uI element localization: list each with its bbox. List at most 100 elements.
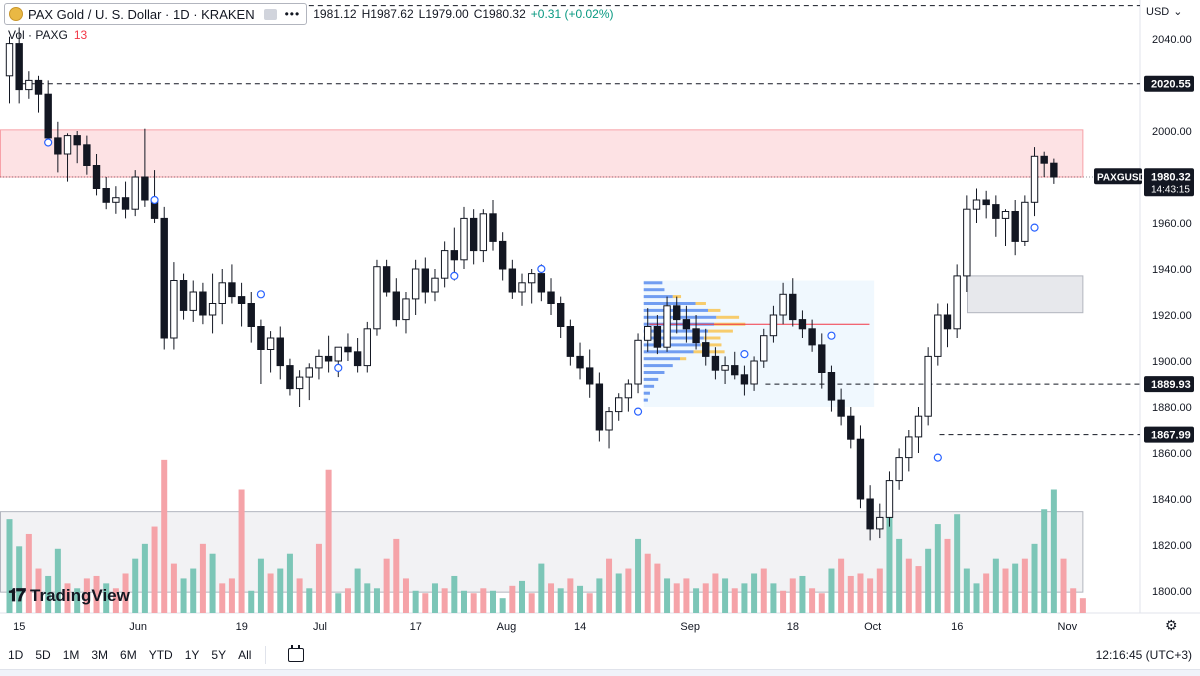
- settings-gear-icon[interactable]: ⚙: [1165, 617, 1178, 633]
- timeframe-5y[interactable]: 5Y: [211, 648, 227, 662]
- candle[interactable]: [663, 296, 671, 352]
- event-marker-icon[interactable]: [44, 138, 53, 147]
- candle[interactable]: [905, 430, 913, 472]
- candle[interactable]: [972, 188, 981, 224]
- candle[interactable]: [295, 370, 304, 407]
- candle[interactable]: [518, 273, 526, 306]
- calendar-icon[interactable]: [288, 645, 305, 662]
- event-marker-icon[interactable]: [256, 290, 266, 299]
- candle[interactable]: [1011, 200, 1019, 256]
- candle[interactable]: [189, 280, 197, 322]
- candle[interactable]: [5, 36, 14, 104]
- candle[interactable]: [63, 133, 72, 182]
- candle[interactable]: [489, 200, 497, 251]
- price-chart[interactable]: 2040.00 2000.00 1960.00 1940.00 1920.00 1900.…: [0, 0, 1200, 641]
- candle[interactable]: [170, 262, 178, 350]
- candle[interactable]: [876, 503, 884, 539]
- candle[interactable]: [112, 186, 120, 214]
- candle[interactable]: [711, 347, 720, 380]
- candle[interactable]: [228, 264, 236, 304]
- candle[interactable]: [692, 315, 700, 350]
- candle[interactable]: [527, 269, 536, 304]
- candle[interactable]: [808, 319, 816, 352]
- candle[interactable]: [595, 372, 604, 442]
- candle[interactable]: [421, 257, 430, 304]
- candle[interactable]: [798, 310, 807, 338]
- candle[interactable]: [266, 331, 275, 373]
- zone-0[interactable]: [0, 129, 1084, 178]
- candle[interactable]: [827, 365, 836, 412]
- timeframe-3m[interactable]: 3M: [91, 648, 109, 662]
- candle[interactable]: [469, 209, 478, 265]
- event-marker-icon[interactable]: [633, 407, 643, 416]
- tradingview-logo[interactable]: 𝟏𝟕 TradingView: [8, 585, 130, 606]
- candle[interactable]: [402, 292, 410, 334]
- candle[interactable]: [15, 27, 23, 104]
- candle[interactable]: [682, 305, 691, 343]
- more-options-icon[interactable]: •••: [284, 7, 301, 21]
- candle[interactable]: [83, 135, 91, 175]
- candle[interactable]: [992, 195, 1000, 237]
- candle[interactable]: [431, 269, 439, 302]
- candle[interactable]: [624, 379, 633, 412]
- event-marker-icon[interactable]: [334, 363, 343, 372]
- candle[interactable]: [740, 365, 749, 396]
- candle[interactable]: [25, 71, 33, 99]
- timeframe-1y[interactable]: 1Y: [184, 648, 200, 662]
- candle[interactable]: [286, 358, 294, 396]
- candle[interactable]: [179, 273, 188, 320]
- timeframe-all[interactable]: All: [238, 648, 252, 662]
- candle[interactable]: [92, 154, 101, 196]
- candle[interactable]: [440, 241, 449, 288]
- candle[interactable]: [750, 356, 758, 391]
- event-marker-icon[interactable]: [740, 350, 749, 359]
- candle[interactable]: [943, 303, 952, 348]
- candle[interactable]: [982, 190, 990, 219]
- candle[interactable]: [315, 349, 323, 380]
- event-marker-icon[interactable]: [150, 195, 159, 205]
- candle[interactable]: [576, 342, 584, 380]
- candle[interactable]: [847, 407, 855, 449]
- candle[interactable]: [102, 177, 110, 210]
- candle[interactable]: [392, 278, 401, 327]
- clock[interactable]: 12:16:45 (UTC+3): [1095, 648, 1192, 662]
- candle[interactable]: [885, 471, 894, 527]
- candle[interactable]: [566, 319, 575, 366]
- zone-1[interactable]: [967, 275, 1084, 314]
- candle[interactable]: [324, 335, 333, 373]
- candle[interactable]: [121, 181, 130, 219]
- candle[interactable]: [73, 131, 81, 164]
- event-marker-icon[interactable]: [827, 331, 836, 340]
- candle[interactable]: [1040, 151, 1048, 177]
- candle[interactable]: [702, 328, 710, 366]
- event-marker-icon[interactable]: [933, 453, 942, 462]
- candle[interactable]: [160, 206, 168, 350]
- candle[interactable]: [199, 282, 207, 325]
- candle[interactable]: [605, 407, 613, 449]
- candle[interactable]: [247, 292, 255, 343]
- candle[interactable]: [556, 296, 565, 338]
- candle[interactable]: [895, 448, 903, 490]
- candle[interactable]: [1050, 158, 1058, 184]
- candle[interactable]: [779, 282, 787, 325]
- candle[interactable]: [615, 393, 623, 421]
- candle[interactable]: [257, 319, 265, 384]
- candle[interactable]: [837, 388, 845, 426]
- candle[interactable]: [856, 425, 865, 509]
- volume-legend[interactable]: Vol · PAXG 13: [8, 28, 87, 42]
- candle[interactable]: [547, 278, 555, 315]
- event-marker-icon[interactable]: [450, 271, 459, 280]
- candle[interactable]: [373, 259, 381, 336]
- candle[interactable]: [498, 232, 507, 281]
- candle[interactable]: [208, 273, 217, 334]
- candle[interactable]: [1021, 195, 1029, 246]
- candle[interactable]: [924, 347, 932, 426]
- candle[interactable]: [653, 315, 662, 355]
- hide-legend-icon[interactable]: [263, 8, 277, 20]
- candle[interactable]: [963, 195, 971, 292]
- candle[interactable]: [769, 305, 778, 343]
- candle[interactable]: [44, 80, 52, 143]
- candle[interactable]: [450, 227, 459, 281]
- candle[interactable]: [731, 351, 739, 380]
- candle[interactable]: [363, 321, 371, 373]
